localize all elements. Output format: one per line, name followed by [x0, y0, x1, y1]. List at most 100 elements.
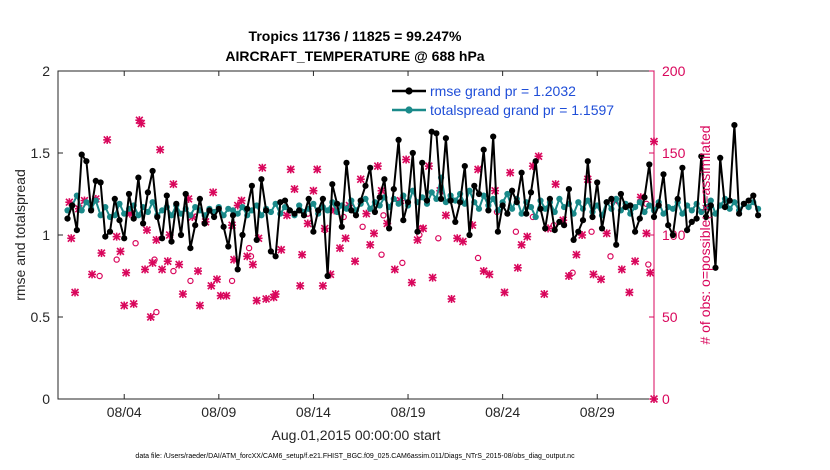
rmse-point: [338, 223, 345, 230]
rmse-point: [334, 200, 341, 207]
rmse-point: [414, 228, 421, 235]
y-tick-label: 0: [42, 391, 50, 407]
totalspread-point: [669, 205, 677, 212]
rmse-point: [149, 167, 156, 175]
rmse-point: [187, 245, 194, 252]
totalspread-point: [220, 212, 227, 219]
chart-title: Tropics 11736 / 11825 = 99.247%: [249, 28, 462, 44]
totalspread-point: [78, 207, 85, 214]
x-tick-label: 08/19: [391, 404, 426, 420]
rmse-point: [513, 199, 520, 206]
rmse-point: [215, 205, 222, 212]
obs-assimilated-marker: [583, 175, 592, 184]
obs-assimilated-marker: [341, 234, 350, 243]
rmse-point: [490, 133, 497, 140]
obs-assimilated-marker: [163, 257, 172, 266]
obs-assimilated-marker: [642, 229, 651, 238]
y-axis-right: 050100150200: [649, 63, 686, 407]
totalspread-point: [632, 204, 639, 211]
obs-assimilated-marker: [286, 165, 295, 174]
obs-assimilated-marker: [356, 175, 365, 184]
rmse-point: [579, 217, 587, 224]
rmse-point: [88, 207, 95, 214]
rmse-point: [523, 210, 530, 217]
totalspread-point: [187, 212, 194, 219]
rmse-point: [494, 228, 501, 235]
chart-subtitle: AIRCRAFT_TEMPERATURE @ 688 hPa: [225, 48, 484, 64]
totalspread-point: [556, 195, 563, 202]
rmse-point: [702, 213, 710, 221]
y-tick-label: 1.5: [31, 145, 51, 161]
y-tick-label: 1: [42, 227, 50, 243]
obs-assimilated-marker: [97, 249, 106, 258]
totalspread-point: [343, 205, 350, 212]
obs-possible-marker: [607, 253, 614, 260]
plot-area: [57, 70, 655, 400]
rmse-point: [220, 223, 227, 230]
obs-assimilated-marker: [129, 299, 138, 308]
rmse-point: [466, 231, 473, 239]
totalspread-point: [641, 208, 648, 216]
rmse-point: [650, 213, 658, 221]
totalspread-point: [660, 210, 667, 217]
rmse-point: [698, 153, 705, 160]
obs-possible-marker: [153, 308, 160, 316]
obs-possible-marker: [512, 228, 520, 235]
rmse-point: [745, 197, 752, 204]
obs-possible-marker: [170, 267, 177, 275]
rmse-point: [646, 161, 653, 168]
obs-assimilated-marker: [407, 278, 416, 287]
totalspread-point: [442, 199, 449, 206]
obs-assimilated-marker: [137, 119, 146, 128]
rmse-point: [111, 195, 118, 202]
rmse-point: [102, 233, 109, 240]
rmse-point: [286, 207, 293, 214]
rmse-point: [258, 176, 265, 183]
totalspread-point: [475, 205, 483, 212]
obs-assimilated-marker: [602, 229, 611, 238]
totalspread-point: [575, 199, 582, 206]
obs-assimilated-marker: [390, 265, 399, 274]
obs-assimilated-marker: [447, 294, 456, 303]
rmse-point: [267, 248, 274, 255]
obs-assimilated-marker: [517, 240, 526, 249]
totalspread-point: [324, 207, 331, 214]
right-y-tick-label: 200: [662, 63, 686, 79]
obs-assimilated-marker: [650, 395, 658, 403]
rmse-point: [329, 181, 336, 188]
totalspread-point: [239, 204, 246, 211]
rmse-point: [688, 218, 695, 225]
rmse-point: [608, 195, 615, 202]
rmse-point: [296, 207, 303, 214]
rmse-point: [159, 235, 166, 242]
obs-possible-marker: [645, 261, 652, 268]
obs-assimilated-marker: [513, 263, 522, 272]
obs-assimilated-marker: [523, 232, 532, 241]
rmse-point: [717, 154, 724, 161]
obs-assimilated-marker: [351, 257, 360, 266]
rmse-point: [367, 164, 374, 171]
totalspread-point: [480, 192, 487, 199]
rmse-point: [192, 222, 199, 229]
rmse-point: [253, 236, 260, 243]
obs-assimilated-marker: [175, 260, 184, 269]
obs-assimilated-marker: [572, 250, 581, 259]
obs-assimilated-marker: [158, 265, 167, 274]
obs-assimilated-marker: [116, 247, 125, 256]
obs-assimilated-marker: [303, 219, 312, 228]
totalspread-point: [646, 202, 653, 209]
rmse-point: [248, 182, 255, 189]
totalspread-point: [707, 197, 714, 204]
rmse-point: [556, 218, 563, 225]
obs-possible-marker: [378, 251, 385, 258]
totalspread-point: [490, 195, 497, 202]
rmse-point: [234, 266, 241, 273]
obs-assimilated-marker: [262, 294, 271, 303]
obs-assimilated-marker: [479, 267, 488, 276]
rmse-point: [281, 197, 289, 204]
rmse-point: [679, 164, 686, 171]
rmse-point: [452, 218, 459, 225]
obs-assimilated-marker: [373, 162, 382, 171]
data-file-footer: data file: /Users/raeder/DAI/ATM_forcXX/…: [135, 453, 575, 460]
obs-assimilated-marker: [631, 257, 640, 266]
